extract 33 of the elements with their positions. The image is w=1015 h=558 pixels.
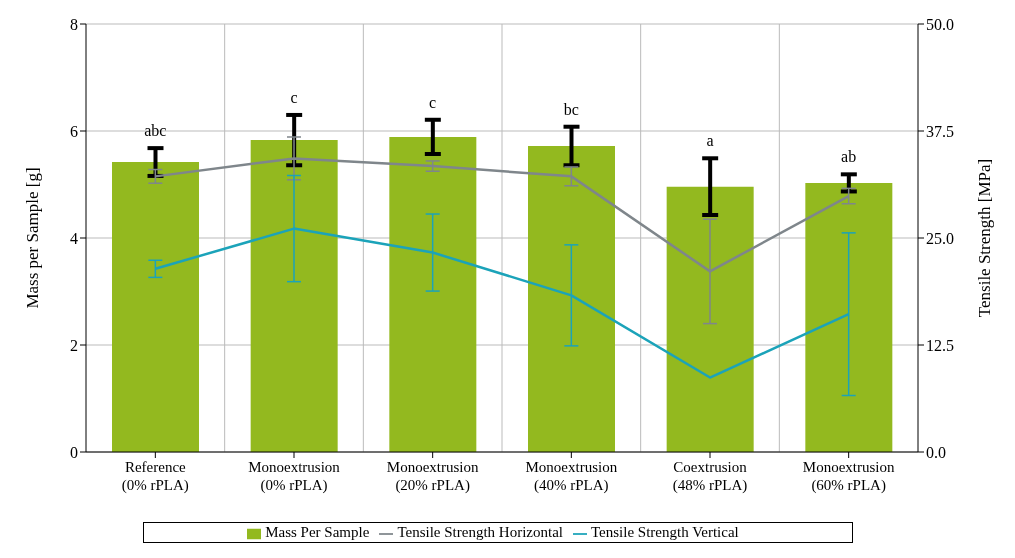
x-tick-label: Coextrusion (48% rPLA) [672, 459, 748, 494]
bar [805, 182, 893, 452]
bar [389, 136, 477, 452]
x-tick-label: Monoextrusion (0% rPLA) [248, 459, 341, 494]
y2-tick-label: 25.0 [926, 229, 954, 247]
legend-label: Mass Per Sample [265, 524, 370, 540]
y2-tick-label: 50.0 [926, 15, 954, 33]
x-tick-label: Monoextrusion (40% rPLA) [525, 459, 618, 494]
bar [250, 140, 338, 452]
legend-label: Tensile Strength Horizontal [397, 524, 563, 540]
bar [666, 186, 754, 452]
annotation: a [706, 132, 714, 150]
y-tick-label: 8 [70, 15, 78, 33]
x-tick-label: Monoextrusion (60% rPLA) [802, 459, 895, 494]
annotation: c [290, 88, 298, 106]
y-tick-label: 6 [70, 122, 78, 140]
y-tick-label: 0 [70, 443, 78, 461]
bar [528, 145, 615, 452]
y2-axis-title: Tensile Strength [MPa] [975, 158, 995, 318]
annotation: ab [841, 148, 857, 166]
legend-label: Tensile Strength Vertical [590, 524, 739, 540]
y2-tick-label: 37.5 [926, 122, 954, 140]
annotation: c [429, 93, 437, 111]
annotation: bc [563, 100, 579, 118]
x-tick-label: Monoextrusion (20% rPLA) [386, 459, 479, 494]
y2-tick-label: 0.0 [926, 443, 946, 461]
y-tick-label: 2 [70, 336, 78, 354]
annotation: abc [144, 122, 167, 140]
y-tick-label: 4 [70, 229, 78, 247]
y2-tick-label: 12.5 [926, 336, 954, 354]
x-tick-label: Reference (0% rPLA) [121, 459, 189, 494]
y-axis-title: Mass per Sample [g] [23, 167, 43, 309]
bar [112, 162, 199, 452]
